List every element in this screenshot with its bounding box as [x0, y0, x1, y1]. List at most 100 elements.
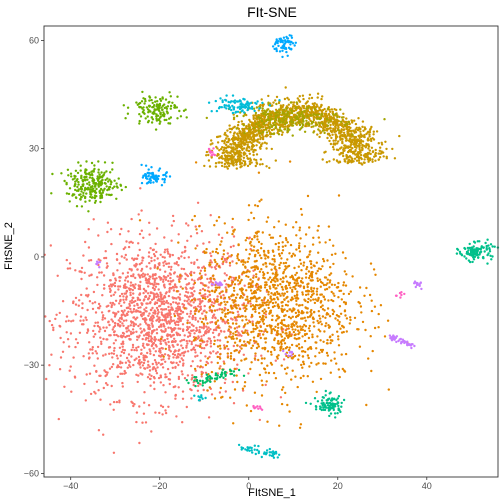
- data-point: [132, 310, 135, 313]
- data-point: [138, 232, 142, 236]
- data-point: [203, 269, 207, 272]
- data-point: [310, 274, 314, 278]
- data-point: [283, 298, 286, 301]
- data-point: [241, 387, 245, 390]
- data-point: [254, 291, 258, 294]
- data-point: [285, 117, 288, 120]
- data-point: [107, 193, 111, 196]
- data-point: [350, 129, 353, 133]
- data-point: [169, 273, 172, 276]
- data-point: [160, 335, 163, 338]
- data-point: [119, 372, 122, 375]
- data-point: [254, 354, 257, 358]
- data-point: [379, 146, 382, 149]
- data-point: [160, 313, 164, 316]
- data-point: [282, 119, 286, 122]
- data-point: [226, 300, 229, 304]
- data-point: [266, 216, 270, 219]
- data-point: [199, 365, 202, 368]
- data-point: [137, 213, 140, 216]
- data-point: [289, 101, 293, 104]
- data-point: [355, 159, 359, 162]
- data-point: [226, 340, 229, 344]
- data-point: [73, 375, 77, 378]
- data-point: [107, 180, 110, 183]
- data-point: [265, 113, 268, 116]
- data-point: [69, 365, 72, 368]
- data-point: [174, 309, 178, 313]
- data-point: [187, 282, 190, 286]
- data-point: [294, 333, 297, 336]
- data-point: [299, 237, 302, 240]
- data-point: [280, 252, 284, 255]
- data-point: [290, 111, 294, 115]
- data-point: [312, 321, 315, 324]
- data-point: [121, 381, 124, 385]
- data-point: [85, 175, 88, 178]
- data-point: [261, 103, 264, 107]
- data-point: [146, 376, 150, 379]
- data-point: [161, 255, 164, 259]
- data-point: [209, 339, 213, 343]
- cluster-2: [203, 86, 401, 170]
- data-point: [194, 298, 197, 301]
- data-point: [304, 350, 307, 354]
- data-point: [284, 128, 287, 131]
- data-point: [159, 342, 163, 345]
- data-point: [174, 365, 177, 369]
- data-point: [126, 275, 129, 278]
- data-point: [270, 263, 274, 266]
- data-point: [329, 371, 332, 374]
- data-point: [204, 293, 207, 296]
- data-point: [187, 298, 190, 301]
- data-point: [306, 285, 309, 289]
- data-point: [171, 253, 174, 257]
- data-point: [154, 285, 158, 288]
- data-point: [132, 363, 135, 367]
- data-point: [141, 337, 144, 341]
- data-point: [241, 389, 245, 392]
- data-point: [258, 146, 262, 149]
- data-point: [309, 299, 312, 302]
- data-point: [132, 275, 135, 278]
- data-point: [297, 332, 300, 336]
- data-point: [280, 346, 283, 349]
- data-point: [350, 143, 353, 146]
- data-point: [209, 342, 212, 345]
- data-point: [359, 156, 362, 159]
- data-point: [354, 150, 357, 153]
- data-point: [339, 312, 343, 315]
- data-point: [257, 116, 260, 119]
- data-point: [290, 118, 294, 121]
- data-point: [249, 130, 252, 133]
- data-point: [295, 278, 298, 281]
- data-point: [113, 284, 117, 288]
- data-point: [89, 192, 92, 195]
- data-point: [133, 304, 136, 307]
- data-point: [370, 125, 373, 129]
- data-point: [341, 251, 345, 254]
- data-point: [147, 314, 150, 317]
- data-point: [92, 178, 95, 181]
- data-point: [109, 228, 113, 231]
- data-point: [286, 336, 290, 339]
- data-point: [250, 161, 253, 164]
- data-point: [132, 273, 135, 276]
- data-point: [136, 380, 139, 384]
- data-point: [235, 319, 238, 322]
- data-point: [232, 230, 235, 233]
- data-point: [129, 281, 133, 284]
- data-point: [319, 305, 323, 309]
- data-point: [233, 299, 237, 302]
- data-point: [293, 281, 296, 285]
- data-point: [196, 354, 199, 357]
- data-point: [296, 112, 300, 115]
- data-point: [182, 354, 185, 357]
- data-point: [264, 310, 268, 313]
- data-point: [231, 281, 234, 284]
- data-point: [206, 277, 209, 281]
- data-point: [335, 362, 338, 365]
- data-point: [234, 276, 238, 279]
- data-point: [238, 156, 241, 159]
- data-point: [268, 285, 271, 288]
